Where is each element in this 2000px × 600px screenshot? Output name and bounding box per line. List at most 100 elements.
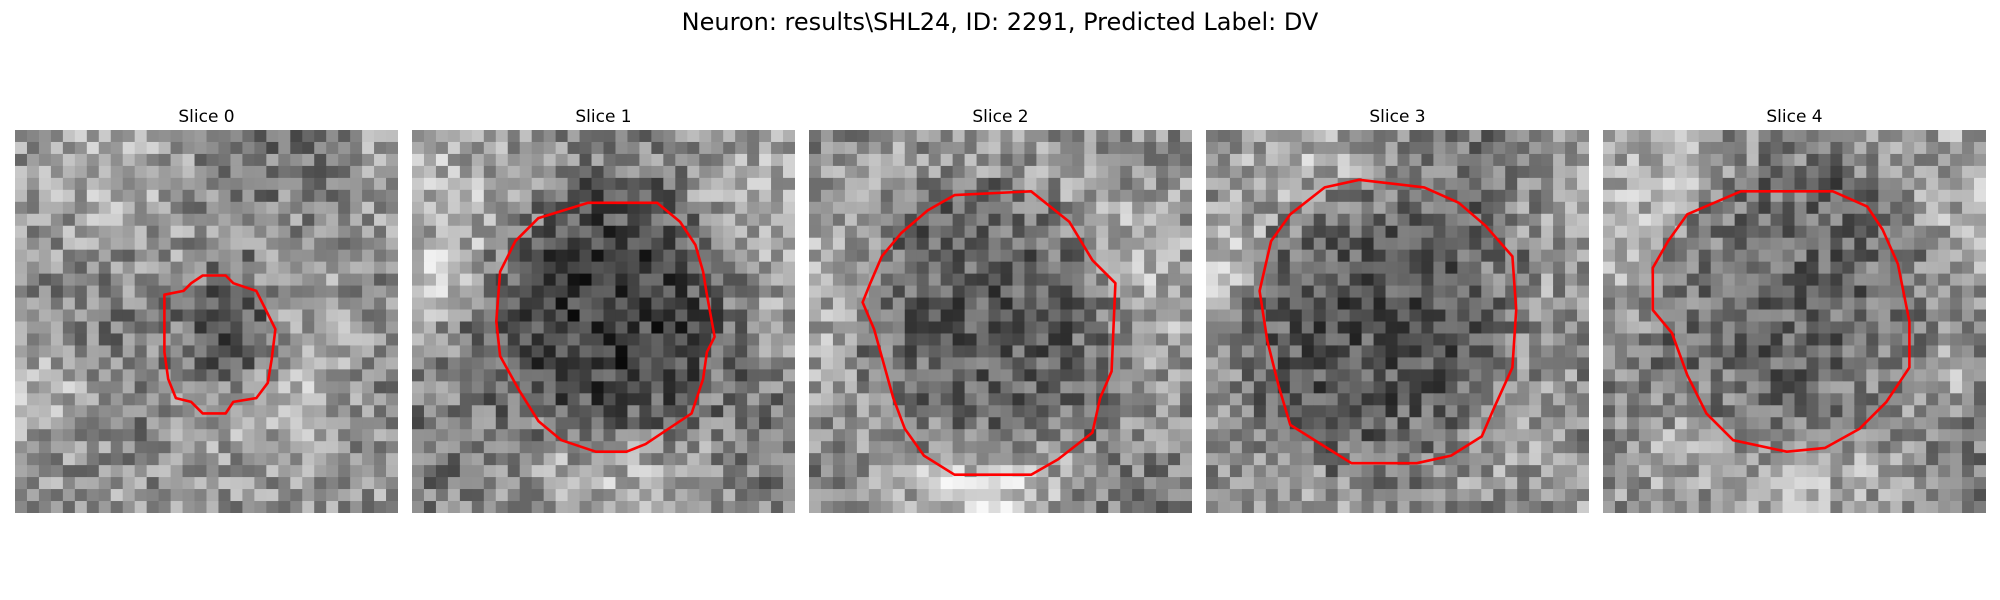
image-pixel	[771, 357, 784, 370]
image-pixel	[338, 357, 351, 370]
image-pixel	[1132, 189, 1145, 203]
image-pixel	[964, 297, 977, 310]
image-pixel	[447, 225, 461, 239]
image-pixel	[1337, 489, 1351, 502]
image-pixel	[362, 153, 375, 167]
image-pixel	[1662, 213, 1676, 227]
image-pixel	[1481, 441, 1494, 454]
image-pixel	[483, 345, 497, 358]
image-pixel	[98, 285, 112, 298]
image-pixel	[134, 273, 148, 286]
image-pixel	[447, 153, 461, 167]
image-pixel	[1806, 429, 1819, 442]
image-pixel	[1469, 465, 1482, 478]
image-pixel	[663, 153, 676, 167]
image-pixel	[1072, 177, 1085, 191]
image-pixel	[928, 369, 942, 382]
image-pixel	[1854, 153, 1867, 167]
image-pixel	[158, 130, 171, 143]
image-pixel	[26, 201, 40, 215]
image-pixel	[86, 333, 100, 346]
image-pixel	[386, 369, 398, 382]
image-pixel	[1217, 177, 1231, 191]
image-pixel	[170, 453, 183, 466]
image-pixel	[928, 465, 942, 478]
image-pixel	[1686, 405, 1700, 418]
image-pixel	[952, 237, 965, 251]
image-pixel	[1529, 249, 1542, 263]
image-pixel	[471, 441, 485, 454]
image-pixel	[15, 369, 28, 382]
image-pixel	[218, 393, 231, 406]
image-pixel	[820, 165, 834, 179]
image-pixel	[1794, 405, 1807, 418]
image-pixel	[326, 405, 339, 418]
image-pixel	[1686, 429, 1700, 442]
image-pixel	[1385, 189, 1398, 203]
image-pixel	[771, 441, 784, 454]
image-pixel	[507, 429, 521, 442]
image-pixel	[158, 237, 171, 251]
image-pixel	[603, 345, 616, 358]
image-pixel	[507, 153, 521, 167]
image-pixel	[711, 501, 724, 513]
image-pixel	[1132, 225, 1145, 239]
image-pixel	[543, 405, 557, 418]
image-pixel	[471, 393, 485, 406]
image-pixel	[423, 321, 437, 334]
image-pixel	[1842, 285, 1855, 298]
image-pixel	[759, 381, 772, 394]
image-pixel	[266, 501, 279, 513]
image-pixel	[1842, 261, 1855, 275]
image-pixel	[1890, 297, 1903, 310]
image-pixel	[579, 141, 592, 155]
image-pixel	[1397, 489, 1410, 502]
image-pixel	[412, 177, 425, 191]
image-pixel	[1806, 273, 1819, 286]
image-pixel	[1914, 225, 1927, 239]
image-pixel	[1409, 357, 1422, 370]
image-pixel	[916, 261, 930, 275]
image-pixel	[50, 429, 64, 442]
image-pixel	[266, 273, 279, 286]
image-pixel	[170, 369, 183, 382]
image-pixel	[98, 177, 112, 191]
image-pixel	[675, 441, 688, 454]
image-pixel	[1060, 237, 1073, 251]
image-pixel	[1577, 369, 1589, 382]
image-pixel	[1890, 321, 1903, 334]
image-pixel	[928, 429, 942, 442]
image-pixel	[1890, 357, 1903, 370]
image-pixel	[1156, 130, 1169, 143]
image-pixel	[1433, 501, 1446, 513]
image-pixel	[1409, 130, 1422, 143]
image-pixel	[158, 165, 171, 179]
image-pixel	[302, 405, 315, 418]
image-pixel	[1626, 417, 1640, 430]
image-pixel	[15, 309, 28, 322]
image-pixel	[1914, 201, 1927, 215]
image-pixel	[1132, 393, 1145, 406]
image-pixel	[1806, 165, 1819, 179]
image-pixel	[1734, 273, 1748, 286]
image-pixel	[459, 381, 473, 394]
image-pixel	[904, 465, 918, 478]
image-pixel	[1662, 381, 1676, 394]
image-pixel	[242, 441, 255, 454]
image-pixel	[1842, 357, 1855, 370]
slice-panel-1: Slice 1	[412, 104, 795, 513]
image-pixel	[1349, 465, 1362, 478]
image-pixel	[182, 153, 195, 167]
image-pixel	[940, 201, 954, 215]
image-pixel	[663, 285, 676, 298]
image-pixel	[1758, 309, 1771, 322]
image-pixel	[146, 393, 160, 406]
image-pixel	[1397, 417, 1410, 430]
image-pixel	[447, 393, 461, 406]
image-pixel	[1421, 165, 1434, 179]
image-pixel	[555, 213, 568, 227]
image-pixel	[483, 501, 497, 513]
image-pixel	[1385, 309, 1398, 322]
image-pixel	[507, 225, 521, 239]
image-pixel	[1565, 489, 1578, 502]
